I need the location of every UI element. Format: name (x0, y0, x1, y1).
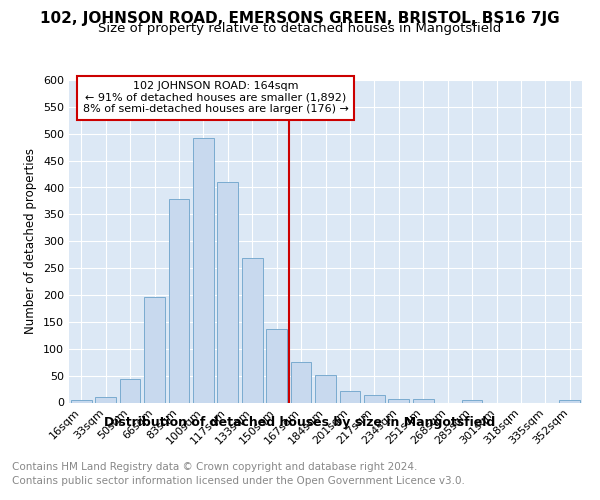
Bar (119, 380, 140, 402)
Bar (413, 400, 434, 402)
Bar (364, 395, 385, 402)
Text: Contains HM Land Registry data © Crown copyright and database right 2024.: Contains HM Land Registry data © Crown c… (12, 462, 418, 472)
Text: Distribution of detached houses by size in Mangotsfield: Distribution of detached houses by size … (104, 416, 496, 429)
Bar (193, 138, 214, 402)
Bar (340, 391, 361, 402)
Bar (144, 297, 165, 403)
Bar (290, 362, 311, 403)
Bar (242, 258, 263, 402)
Bar (71, 400, 92, 402)
Text: Size of property relative to detached houses in Mangotsfield: Size of property relative to detached ho… (98, 22, 502, 35)
Bar (315, 374, 336, 402)
Text: 102 JOHNSON ROAD: 164sqm
← 91% of detached houses are smaller (1,892)
8% of semi: 102 JOHNSON ROAD: 164sqm ← 91% of detach… (83, 81, 349, 114)
Text: Contains public sector information licensed under the Open Government Licence v3: Contains public sector information licen… (12, 476, 465, 486)
Text: 102, JOHNSON ROAD, EMERSONS GREEN, BRISTOL, BS16 7JG: 102, JOHNSON ROAD, EMERSONS GREEN, BRIST… (40, 11, 560, 26)
Y-axis label: Number of detached properties: Number of detached properties (25, 148, 37, 334)
Bar (266, 329, 287, 402)
Bar (388, 398, 409, 402)
Bar (95, 397, 116, 402)
Bar (461, 400, 482, 402)
Bar (169, 200, 190, 402)
Bar (559, 400, 580, 402)
Bar (217, 182, 238, 402)
